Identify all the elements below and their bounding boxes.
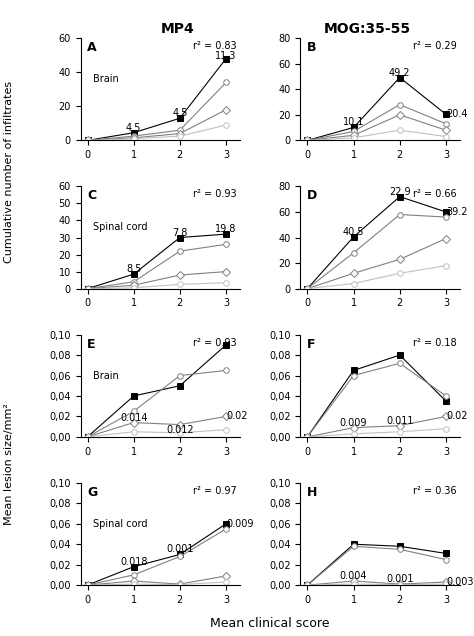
Text: 0.018: 0.018 [120, 556, 147, 567]
Text: 7.8: 7.8 [172, 228, 188, 237]
Text: 4.5: 4.5 [172, 108, 188, 118]
Text: 0.009: 0.009 [226, 519, 254, 529]
Text: Brain: Brain [93, 74, 119, 84]
Text: C: C [87, 190, 96, 202]
Text: Mean clinical score: Mean clinical score [210, 617, 330, 630]
Text: 0.012: 0.012 [166, 425, 194, 434]
Text: 39.2: 39.2 [446, 207, 467, 217]
Text: E: E [87, 338, 95, 350]
Text: 0.02: 0.02 [226, 411, 247, 422]
Text: r² = 0.83: r² = 0.83 [193, 41, 237, 52]
Text: 0.009: 0.009 [340, 418, 367, 427]
Text: MOG:35-55: MOG:35-55 [324, 22, 411, 36]
Text: 22.9: 22.9 [389, 186, 410, 197]
Text: 0.001: 0.001 [386, 574, 413, 584]
Text: 0.02: 0.02 [446, 411, 467, 422]
Text: Brain: Brain [93, 371, 119, 380]
Text: 19.8: 19.8 [215, 224, 237, 234]
Text: r² = 0.93: r² = 0.93 [193, 338, 237, 348]
Text: 8.5: 8.5 [126, 264, 141, 274]
Text: 0.011: 0.011 [386, 416, 413, 425]
Text: 49.2: 49.2 [389, 67, 410, 78]
Text: r² = 0.36: r² = 0.36 [413, 486, 456, 496]
Text: A: A [87, 41, 97, 54]
Text: D: D [307, 190, 317, 202]
Text: 40.5: 40.5 [343, 227, 365, 237]
Text: 10.1: 10.1 [343, 118, 364, 127]
Text: Spinal cord: Spinal cord [93, 223, 148, 232]
Text: Spinal cord: Spinal cord [93, 519, 148, 529]
Text: r² = 0.66: r² = 0.66 [413, 190, 456, 200]
Text: Cumulative number of infiltrates: Cumulative number of infiltrates [4, 81, 15, 263]
Text: 0.003: 0.003 [446, 577, 474, 587]
Text: G: G [87, 486, 97, 499]
Text: 11.3: 11.3 [215, 52, 237, 62]
Text: F: F [307, 338, 315, 350]
Text: 20.4: 20.4 [446, 109, 467, 120]
Text: MP4: MP4 [161, 22, 195, 36]
Text: 0.001: 0.001 [166, 544, 193, 555]
Text: 4.5: 4.5 [126, 123, 141, 133]
Text: r² = 0.18: r² = 0.18 [413, 338, 456, 348]
Text: 0.004: 0.004 [340, 571, 367, 581]
Text: B: B [307, 41, 316, 54]
Text: r² = 0.93: r² = 0.93 [193, 190, 237, 200]
Text: 0.014: 0.014 [120, 413, 147, 422]
Text: H: H [307, 486, 317, 499]
Text: r² = 0.97: r² = 0.97 [193, 486, 237, 496]
Text: r² = 0.29: r² = 0.29 [413, 41, 456, 52]
Text: Mean lesion size/mm²: Mean lesion size/mm² [4, 403, 15, 525]
